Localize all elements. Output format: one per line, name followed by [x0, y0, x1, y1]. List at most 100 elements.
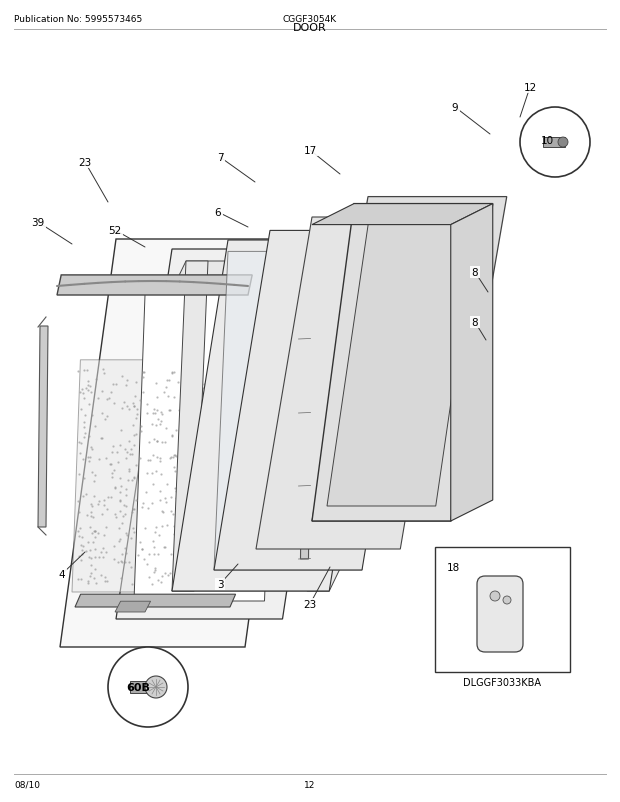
- Point: [198, 382, 208, 395]
- Point: [126, 532, 136, 545]
- Point: [179, 413, 188, 426]
- Point: [131, 412, 141, 425]
- Point: [115, 521, 125, 534]
- Point: [157, 520, 167, 533]
- Point: [90, 525, 100, 537]
- Point: [75, 448, 85, 460]
- Point: [109, 398, 119, 411]
- Point: [188, 502, 198, 515]
- Point: [76, 437, 86, 450]
- Point: [179, 464, 188, 477]
- Point: [204, 418, 214, 431]
- Point: [188, 399, 198, 412]
- Point: [84, 384, 94, 397]
- Point: [173, 508, 183, 521]
- Point: [115, 504, 125, 517]
- Point: [86, 552, 95, 565]
- Point: [88, 536, 98, 549]
- Point: [218, 515, 228, 528]
- Point: [118, 499, 128, 512]
- Point: [215, 370, 225, 383]
- Point: [206, 558, 216, 571]
- Point: [113, 557, 123, 569]
- Point: [166, 505, 175, 518]
- Point: [208, 403, 218, 415]
- Point: [223, 487, 232, 500]
- Point: [211, 562, 221, 575]
- Point: [151, 521, 161, 534]
- Point: [205, 516, 215, 529]
- Point: [91, 420, 100, 433]
- Point: [97, 432, 107, 445]
- Point: [108, 379, 118, 391]
- Point: [150, 526, 160, 539]
- Point: [194, 531, 204, 544]
- Point: [102, 411, 112, 423]
- Point: [169, 562, 179, 575]
- Point: [124, 556, 134, 569]
- Point: [148, 467, 157, 480]
- Polygon shape: [312, 205, 493, 521]
- Point: [174, 503, 184, 516]
- Point: [193, 475, 203, 488]
- Point: [180, 393, 190, 406]
- Point: [93, 392, 103, 405]
- Polygon shape: [75, 594, 236, 607]
- Point: [182, 580, 192, 593]
- Point: [117, 556, 127, 569]
- Text: 39: 39: [32, 217, 45, 228]
- Text: 12: 12: [304, 780, 316, 789]
- Point: [122, 484, 131, 496]
- Point: [82, 375, 92, 387]
- Polygon shape: [327, 219, 478, 506]
- Point: [149, 403, 159, 416]
- Point: [155, 456, 165, 468]
- Text: 7: 7: [216, 153, 223, 163]
- Point: [79, 431, 89, 444]
- Point: [156, 415, 166, 428]
- Point: [186, 371, 196, 383]
- Point: [208, 405, 218, 418]
- Point: [221, 420, 231, 433]
- Point: [190, 469, 200, 482]
- Point: [100, 571, 110, 584]
- Point: [178, 452, 188, 464]
- Point: [188, 541, 198, 554]
- Point: [210, 552, 219, 565]
- Point: [117, 370, 126, 383]
- Point: [78, 541, 88, 553]
- Point: [224, 513, 234, 526]
- Point: [187, 550, 197, 563]
- Point: [190, 549, 200, 561]
- Point: [138, 500, 148, 513]
- Point: [85, 544, 95, 557]
- Point: [121, 489, 131, 502]
- Point: [152, 435, 162, 448]
- Point: [132, 407, 142, 420]
- Point: [100, 520, 110, 533]
- Point: [151, 378, 161, 391]
- Point: [90, 525, 100, 537]
- Point: [112, 379, 122, 391]
- Point: [87, 527, 97, 540]
- Text: 60B: 60B: [126, 683, 150, 692]
- Point: [170, 539, 180, 552]
- Point: [220, 463, 230, 476]
- Point: [180, 390, 190, 403]
- Polygon shape: [312, 197, 507, 521]
- Point: [172, 423, 182, 436]
- Point: [167, 367, 177, 379]
- Point: [73, 365, 83, 378]
- Point: [91, 551, 100, 564]
- Point: [184, 565, 193, 577]
- Point: [109, 553, 119, 566]
- Point: [167, 430, 177, 443]
- Point: [195, 485, 205, 498]
- Point: [172, 377, 182, 390]
- Point: [84, 456, 94, 468]
- Text: 17: 17: [303, 146, 317, 156]
- Point: [210, 488, 219, 501]
- Point: [218, 522, 228, 535]
- Point: [130, 526, 140, 539]
- Point: [87, 500, 97, 512]
